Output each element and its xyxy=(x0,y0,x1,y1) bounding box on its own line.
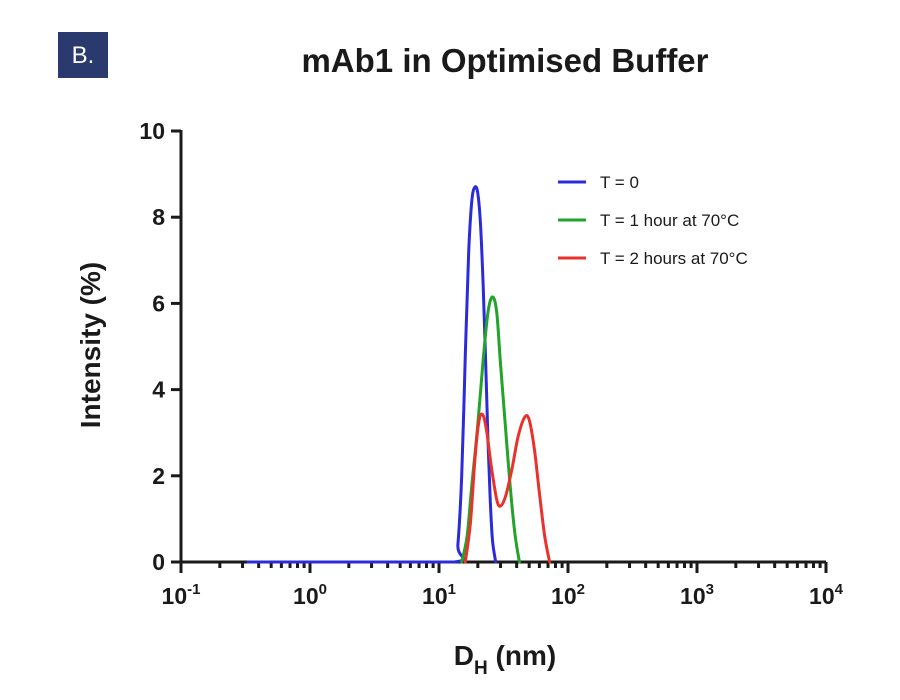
x-tick-exponent: 2 xyxy=(577,581,585,598)
x-tick-exponent: 4 xyxy=(835,581,844,598)
x-tick-label: 104 xyxy=(809,581,844,609)
x-tick-base: 10 xyxy=(162,583,188,609)
x-tick-label: 101 xyxy=(422,581,456,609)
series-line-1 xyxy=(246,185,498,564)
y-tick-label: 4 xyxy=(152,377,165,403)
legend: T = 0 T = 1 hour at 70°C T = 2 hours at 70… xyxy=(558,173,748,268)
x-tick-label: 10-1 xyxy=(162,581,201,609)
x-tick-base: 10 xyxy=(422,583,448,609)
y-tick-label: 0 xyxy=(152,549,165,575)
x-axis-title-main: D xyxy=(454,640,474,671)
x-tick-base: 10 xyxy=(680,583,706,609)
x-tick-exponent: 3 xyxy=(706,581,714,598)
y-tick-label: 10 xyxy=(139,118,165,144)
x-tick-exponent: 1 xyxy=(448,581,456,598)
series-layer xyxy=(246,185,552,564)
x-tick-base: 10 xyxy=(551,583,577,609)
x-tick-exponent: -1 xyxy=(187,581,200,598)
x-tick-label: 103 xyxy=(680,581,714,609)
y-tick-label: 2 xyxy=(152,463,165,489)
legend-label-1: T = 0 xyxy=(600,173,639,192)
y-axis-title: Intensity (%) xyxy=(75,262,106,428)
legend-label-3: T = 2 hours at 70°C xyxy=(600,249,748,268)
series-line-3 xyxy=(463,412,552,564)
x-tick-base: 10 xyxy=(293,583,319,609)
y-tick-label: 6 xyxy=(152,290,165,316)
panel-label-box xyxy=(58,32,108,78)
chart-title: mAb1 in Optimised Buffer xyxy=(301,42,708,79)
legend-label-2: T = 1 hour at 70°C xyxy=(600,211,739,230)
x-tick-exponent: 0 xyxy=(319,581,327,598)
x-axis-title: DH (nm) xyxy=(454,640,556,679)
x-tick-label: 102 xyxy=(551,581,585,609)
x-axis-title-unit: (nm) xyxy=(488,640,556,671)
y-tick-label: 8 xyxy=(152,204,165,230)
x-axis-title-subscript: H xyxy=(474,658,488,679)
panel-label: B. xyxy=(72,42,95,69)
x-tick-base: 10 xyxy=(809,583,835,609)
x-tick-label: 100 xyxy=(293,581,327,609)
